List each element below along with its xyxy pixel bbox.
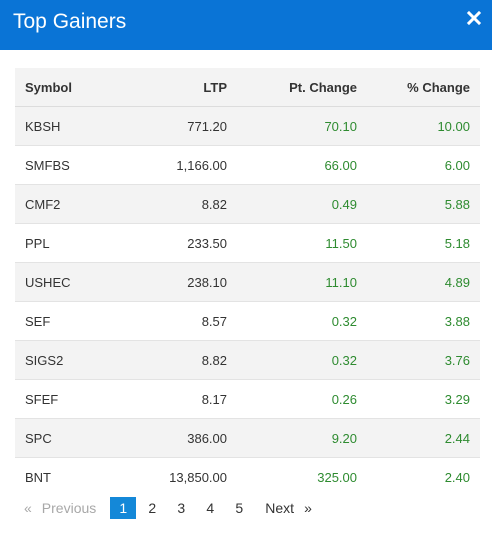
cell-ltp: 1,166.00 bbox=[127, 145, 237, 185]
cell-pct-change: 3.29 bbox=[367, 379, 480, 419]
page-3-button[interactable]: 3 bbox=[177, 500, 186, 516]
next-label: Next bbox=[265, 500, 295, 516]
next-arrow-icon: » bbox=[304, 500, 312, 516]
table-row[interactable]: SMFBS 1,166.00 66.00 6.00 bbox=[15, 145, 480, 185]
modal-header: Top Gainers bbox=[0, 0, 492, 50]
cell-symbol: SIGS2 bbox=[15, 340, 127, 380]
table-row[interactable]: PPL 233.50 11.50 5.18 bbox=[15, 223, 480, 263]
column-header-pt-change[interactable]: Pt. Change bbox=[237, 68, 367, 107]
table-row[interactable]: USHEC 238.10 11.10 4.89 bbox=[15, 262, 480, 302]
cell-pt-change: 0.26 bbox=[237, 379, 367, 419]
cell-symbol: SFEF bbox=[15, 379, 127, 419]
cell-pt-change: 0.32 bbox=[237, 340, 367, 380]
cell-symbol: CMF2 bbox=[15, 184, 127, 224]
column-header-pct-change[interactable]: % Change bbox=[367, 68, 480, 107]
table-row[interactable]: CMF2 8.82 0.49 5.88 bbox=[15, 184, 480, 224]
cell-symbol: KBSH bbox=[25, 118, 61, 134]
column-header-symbol[interactable]: Symbol bbox=[15, 68, 127, 107]
table-row[interactable]: BNT 13,850.00 325.00 2.40 bbox=[15, 457, 480, 496]
cell-symbol: USHEC bbox=[15, 262, 127, 302]
page-5-button[interactable]: 5 bbox=[235, 500, 244, 516]
cell-ltp: 8.82 bbox=[127, 184, 237, 224]
cell-pct-change: 6.00 bbox=[367, 145, 480, 185]
modal-title: Top Gainers bbox=[13, 10, 127, 33]
cell-ltp: 8.82 bbox=[127, 340, 237, 380]
cell-pt-change: 11.50 bbox=[237, 223, 367, 263]
cell-pt-change: 0.32 bbox=[237, 301, 367, 341]
table-row[interactable]: SPC 386.00 9.20 2.44 bbox=[15, 418, 480, 458]
page-4-button[interactable]: 4 bbox=[206, 500, 215, 516]
page-1-button[interactable]: 1 bbox=[110, 497, 137, 519]
cell-ltp: 386.00 bbox=[127, 418, 237, 458]
table-row[interactable]: KBSH 771.20 70.10 10.00 bbox=[15, 106, 480, 146]
column-header-ltp[interactable]: LTP bbox=[127, 68, 237, 107]
close-icon[interactable] bbox=[466, 10, 482, 26]
previous-label: Previous bbox=[41, 500, 97, 516]
cell-ltp: 233.50 bbox=[127, 223, 237, 263]
previous-button: « Previous bbox=[24, 500, 96, 516]
table-row[interactable]: SEF 8.57 0.32 3.88 bbox=[15, 301, 480, 341]
cell-pt-change: 11.10 bbox=[237, 262, 367, 302]
cell-pct-change: 2.40 bbox=[367, 457, 480, 496]
table-row[interactable]: SIGS2 8.82 0.32 3.76 bbox=[15, 340, 480, 380]
previous-arrow-icon: « bbox=[24, 500, 32, 516]
cell-symbol: SMFBS bbox=[15, 145, 127, 185]
cell-pt-change: 9.20 bbox=[237, 418, 367, 458]
cell-pt-change: 70.10 bbox=[324, 118, 357, 134]
cell-pt-change: 325.00 bbox=[237, 457, 367, 496]
page-2-button[interactable]: 2 bbox=[148, 500, 157, 516]
cell-symbol: SEF bbox=[15, 301, 127, 341]
cell-symbol: BNT bbox=[15, 457, 127, 496]
cell-symbol: PPL bbox=[15, 223, 127, 263]
cell-ltp: 238.10 bbox=[127, 262, 237, 302]
cell-pct-change: 5.18 bbox=[367, 223, 480, 263]
cell-pt-change: 66.00 bbox=[237, 145, 367, 185]
cell-ltp: 8.57 bbox=[127, 301, 237, 341]
cell-pct-change: 10.00 bbox=[437, 118, 470, 134]
cell-ltp: 771.20 bbox=[187, 118, 227, 134]
cell-symbol: SPC bbox=[15, 418, 127, 458]
cell-pct-change: 2.44 bbox=[367, 418, 480, 458]
cell-pct-change: 5.88 bbox=[367, 184, 480, 224]
table-row[interactable]: SFEF 8.17 0.26 3.29 bbox=[15, 379, 480, 419]
cell-ltp: 8.17 bbox=[127, 379, 237, 419]
cell-ltp: 13,850.00 bbox=[127, 457, 237, 496]
cell-pt-change: 0.49 bbox=[237, 184, 367, 224]
next-button[interactable]: Next » bbox=[265, 500, 312, 516]
table-header-row: Symbol LTP Pt. Change % Change bbox=[15, 68, 480, 107]
cell-pct-change: 4.89 bbox=[367, 262, 480, 302]
cell-pct-change: 3.88 bbox=[367, 301, 480, 341]
gainers-table: Symbol LTP Pt. Change % Change KBSH 771.2… bbox=[15, 68, 480, 496]
cell-pct-change: 3.76 bbox=[367, 340, 480, 380]
